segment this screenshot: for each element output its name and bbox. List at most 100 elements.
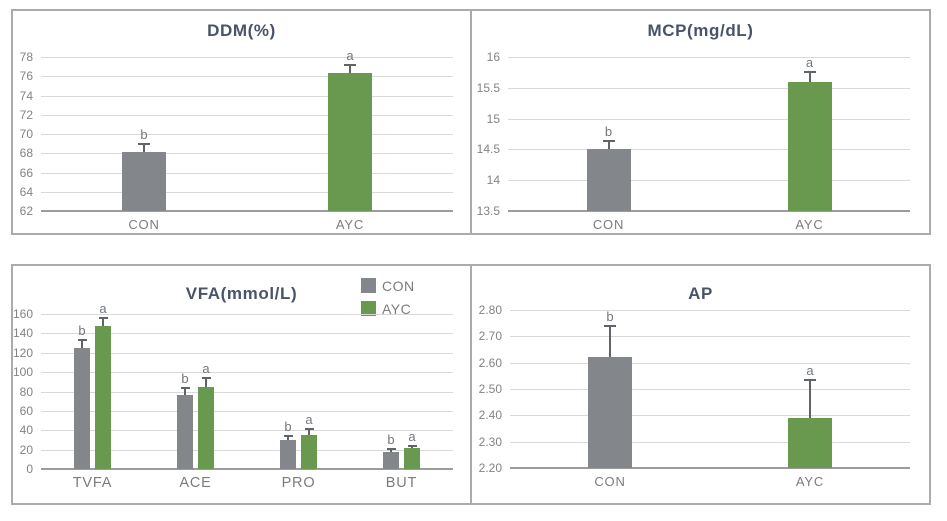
y-tick-label: 15.5 <box>476 80 500 95</box>
x-category-label: TVFA <box>72 475 113 491</box>
chart-panel-vfa: VFA(mmol/L) CON AYC 160 140 120 100 80 60 40 20… <box>11 264 472 505</box>
sig-label: b <box>387 431 395 447</box>
y-tick-label: 2.40 <box>478 408 502 423</box>
x-category-label: CON <box>592 217 625 232</box>
gridline <box>508 149 910 151</box>
x-category-label: CON <box>128 217 160 232</box>
bar-ayc-ayc <box>787 81 832 211</box>
error-bar-cap <box>283 435 293 438</box>
gridline <box>508 118 910 120</box>
error-bar-cap <box>77 339 87 342</box>
error-bar <box>143 143 145 153</box>
chart-panel-ap: AP 2.80 2.70 2.60 2.50 2.40 2.30 2.20 b CON a AYC <box>470 264 931 505</box>
sig-label: a <box>305 411 313 427</box>
sig-label: b <box>606 308 614 324</box>
legend-label-ayc: AYC <box>382 300 412 317</box>
x-category-label: AYC <box>795 217 824 232</box>
y-tick-label: 76 <box>19 69 33 84</box>
error-bar-cap <box>201 377 211 380</box>
y-tick-label: 13.5 <box>476 204 500 218</box>
y-tick-label: 60 <box>19 403 33 418</box>
y-tick-label: 160 <box>13 307 34 321</box>
gridline <box>41 333 453 335</box>
error-bar-cap <box>386 447 396 450</box>
error-bar-cap <box>344 63 356 66</box>
gridline <box>41 153 453 155</box>
y-tick-label: 66 <box>19 165 33 180</box>
gridline <box>41 76 453 78</box>
sig-label: b <box>181 370 189 386</box>
y-tick-label: 2.70 <box>478 329 502 344</box>
error-bar <box>808 71 811 82</box>
y-tick-label: 2.30 <box>478 434 502 449</box>
plot-area-mcp: 16 15.5 15 14.5 14 13.5 b CON a AYC <box>472 11 929 233</box>
y-tick-label: 120 <box>13 345 34 360</box>
gridline <box>510 389 910 390</box>
gridline <box>41 172 453 174</box>
bar-con-pro <box>280 439 296 469</box>
plot-area-ap: 2.80 2.70 2.60 2.50 2.40 2.30 2.20 b CON a AYC <box>472 266 929 503</box>
sig-label: a <box>408 428 416 444</box>
bar-ayc-ayc <box>788 417 832 468</box>
gridline <box>510 441 910 443</box>
y-tick-label: 74 <box>19 88 33 103</box>
error-bar-cap <box>180 386 190 389</box>
error-bar-cap <box>803 70 816 73</box>
x-axis-line <box>510 467 910 469</box>
plot-area-ddm: 78 76 74 72 70 68 66 64 62 b CON a AYC <box>13 11 470 233</box>
error-bar <box>287 436 289 440</box>
gridline <box>41 352 453 354</box>
error-bar-cap <box>602 140 615 143</box>
gridline <box>510 336 910 338</box>
error-bar <box>609 325 611 358</box>
sig-label: b <box>604 124 613 140</box>
legend-swatch-con-icon <box>361 278 376 293</box>
bar-con-but <box>383 451 399 469</box>
error-bar <box>205 378 207 387</box>
x-category-label: PRO <box>281 475 316 491</box>
sig-label: b <box>140 126 148 142</box>
bar-ayc-ace <box>198 386 214 469</box>
error-bar <box>809 379 811 418</box>
chart-title-mcp: MCP(mg/dL) <box>647 21 754 40</box>
y-tick-label: 14 <box>486 173 500 188</box>
error-bar-cap <box>138 142 150 145</box>
bar-ayc-but <box>404 447 420 469</box>
y-tick-label: 140 <box>13 326 34 341</box>
x-category-label: BUT <box>385 475 418 491</box>
bar-con-con <box>588 357 632 468</box>
sig-label: a <box>202 361 210 377</box>
error-bar <box>607 141 610 150</box>
gridline <box>41 57 453 58</box>
error-bar <box>308 428 310 436</box>
chart-panel-mcp: MCP(mg/dL) 16 15.5 15 14.5 14 13.5 b CON a AYC <box>470 9 931 235</box>
bar-ayc-tvfa <box>95 325 111 469</box>
bar-con-con <box>586 149 631 211</box>
error-bar <box>81 340 83 348</box>
legend-item-ayc: AYC <box>361 297 415 320</box>
y-tick-label: 100 <box>13 365 34 380</box>
gridline <box>41 191 453 193</box>
gridline <box>508 180 910 182</box>
error-bar-cap <box>604 324 616 327</box>
gridline <box>41 410 453 412</box>
error-bar-cap <box>98 316 108 319</box>
x-category-label: AYC <box>795 474 825 489</box>
legend-swatch-ayc-icon <box>361 301 376 316</box>
x-category-label: AYC <box>335 217 365 232</box>
error-bar <box>184 387 186 396</box>
y-tick-label: 70 <box>19 127 33 141</box>
bar-con-ace <box>177 395 193 469</box>
chart-title-vfa: VFA(mmol/L) <box>185 284 298 303</box>
error-bar-cap <box>304 427 314 430</box>
gridline <box>41 391 453 393</box>
sig-label: b <box>284 419 292 435</box>
gridline <box>41 114 453 116</box>
sig-label: a <box>346 47 354 63</box>
error-bar-cap <box>804 378 816 381</box>
gridline <box>510 362 910 364</box>
x-axis-line <box>508 210 910 212</box>
sig-label: b <box>78 323 86 339</box>
sig-label: a <box>806 362 814 378</box>
